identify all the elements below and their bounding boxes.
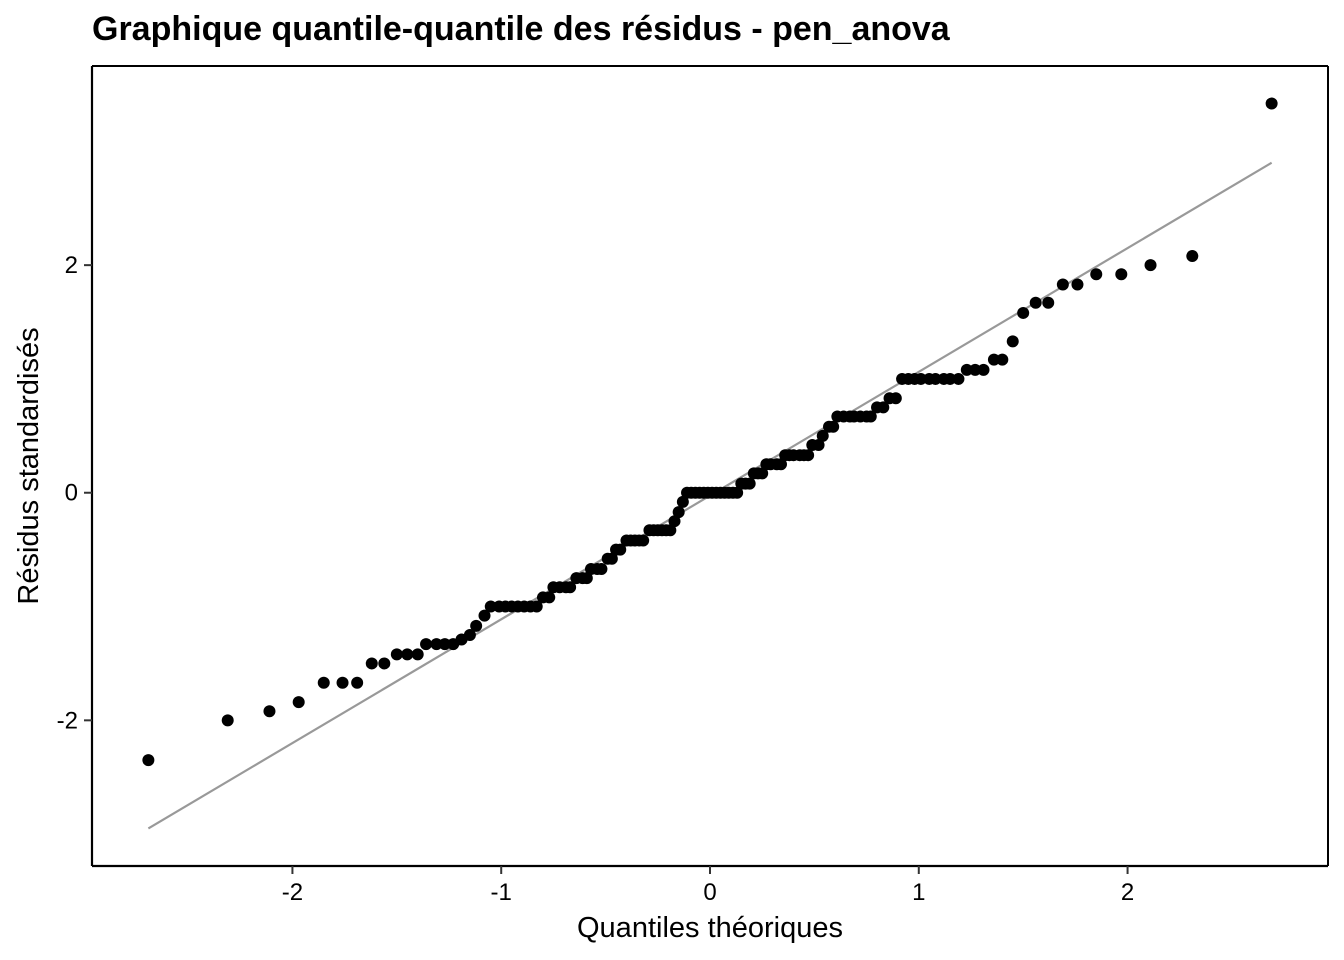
data-point bbox=[580, 572, 593, 585]
data-point bbox=[292, 696, 305, 709]
data-point bbox=[420, 638, 433, 651]
data-point bbox=[1090, 268, 1103, 281]
data-point bbox=[605, 552, 618, 565]
x-axis-title: Quantiles théoriques bbox=[577, 912, 843, 944]
x-tick-label: -1 bbox=[491, 879, 512, 906]
x-tick-label: 0 bbox=[703, 879, 716, 906]
x-ticks: -2 -1 0 1 2 bbox=[282, 866, 1134, 906]
data-point bbox=[142, 754, 155, 767]
data-point bbox=[438, 638, 451, 651]
data-point bbox=[1144, 259, 1157, 272]
data-point bbox=[263, 705, 276, 718]
data-point bbox=[664, 524, 677, 537]
data-point bbox=[668, 515, 681, 528]
data-point bbox=[977, 363, 990, 376]
data-point bbox=[463, 628, 476, 641]
data-point bbox=[952, 372, 965, 385]
data-point bbox=[1006, 335, 1019, 348]
data-point bbox=[401, 648, 414, 661]
data-point bbox=[827, 420, 840, 433]
y-tick-label: -2 bbox=[57, 707, 78, 734]
data-point bbox=[1186, 250, 1199, 263]
data-point bbox=[378, 657, 391, 670]
data-point bbox=[317, 676, 330, 689]
data-point bbox=[676, 495, 689, 508]
data-point bbox=[877, 401, 890, 414]
data-point bbox=[987, 353, 1000, 366]
chart-title: Graphique quantile-quantile des résidus … bbox=[92, 10, 950, 48]
data-point bbox=[864, 410, 877, 423]
data-point bbox=[743, 477, 756, 490]
data-point bbox=[1042, 296, 1055, 309]
data-point bbox=[1029, 296, 1042, 309]
data-point bbox=[969, 363, 982, 376]
data-point bbox=[1056, 278, 1069, 291]
data-point bbox=[390, 648, 403, 661]
y-tick-label: 2 bbox=[65, 252, 78, 279]
data-point bbox=[914, 372, 927, 385]
y-axis-title: Résidus standardisés bbox=[13, 327, 45, 604]
y-ticks: -2 0 2 bbox=[57, 252, 92, 734]
data-point bbox=[1265, 97, 1278, 110]
data-point bbox=[672, 506, 685, 519]
data-point bbox=[960, 363, 973, 376]
data-point bbox=[929, 372, 942, 385]
data-point bbox=[484, 600, 497, 613]
data-point bbox=[889, 392, 902, 405]
data-point bbox=[996, 353, 1009, 366]
data-point bbox=[802, 449, 815, 462]
x-tick-label: 2 bbox=[1121, 879, 1134, 906]
data-point bbox=[365, 657, 378, 670]
data-point bbox=[614, 543, 627, 556]
points-layer bbox=[142, 97, 1278, 767]
data-point bbox=[430, 638, 443, 651]
data-point bbox=[756, 467, 769, 480]
data-point bbox=[731, 486, 744, 499]
data-point bbox=[774, 458, 787, 471]
x-tick-label: 1 bbox=[912, 879, 925, 906]
data-point bbox=[336, 676, 349, 689]
x-tick-label: -2 bbox=[282, 879, 303, 906]
data-point bbox=[812, 438, 825, 451]
data-point bbox=[221, 714, 234, 727]
data-point bbox=[478, 609, 491, 622]
data-point bbox=[944, 372, 957, 385]
data-point bbox=[351, 676, 364, 689]
data-point bbox=[530, 600, 543, 613]
data-point bbox=[411, 648, 424, 661]
data-point bbox=[816, 429, 829, 442]
data-point bbox=[595, 562, 608, 575]
data-point bbox=[1017, 306, 1030, 319]
data-point bbox=[1115, 268, 1128, 281]
data-point bbox=[564, 581, 577, 594]
y-tick-label: 0 bbox=[65, 480, 78, 507]
data-point bbox=[470, 619, 483, 632]
data-point bbox=[637, 534, 650, 547]
data-point bbox=[1071, 278, 1084, 291]
data-point bbox=[543, 591, 556, 604]
